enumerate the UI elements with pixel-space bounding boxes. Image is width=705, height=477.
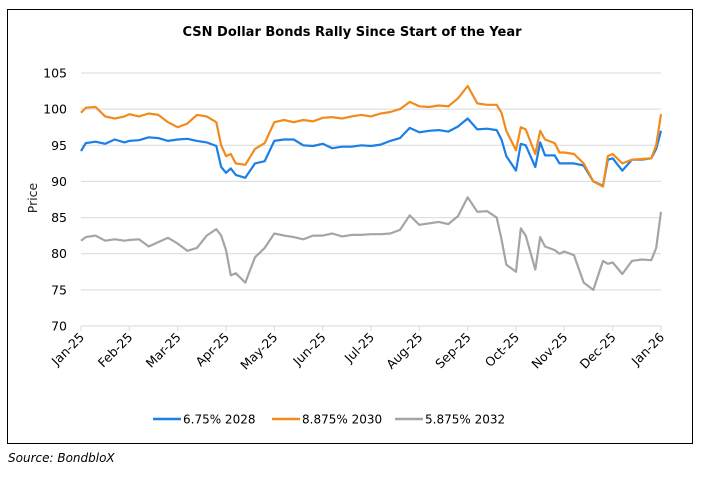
series-line-1 [80,117,663,187]
source-note: Source: BondbloX [8,451,115,465]
legend-item: 8.875% 2030 [272,413,382,427]
legend-label: 8.875% 2030 [302,413,382,427]
legend-item: 5.875% 2032 [395,413,505,427]
y-tick-label: 75 [51,282,67,297]
series-line-3 [80,196,663,291]
x-tick-label: May-25 [237,330,280,373]
x-tick-label: Apr-25 [192,330,232,370]
x-tick-label: Feb-25 [95,330,136,371]
series-lines [80,84,663,291]
x-tick-label: Mar-25 [143,330,184,371]
y-tick-label: 80 [51,246,67,261]
gridlines [81,72,661,327]
x-tick-label: Oct-25 [482,330,522,370]
x-tick-label: Aug-25 [383,330,425,372]
legend: 6.75% 2028 8.875% 2030 5.875% 2032 [153,413,505,427]
y-tick-label: 70 [51,319,67,334]
series-line-2 [80,84,663,188]
x-tick-label: Jun-25 [289,330,329,370]
y-axis-label: Price [25,182,40,213]
y-tick-label: 95 [51,138,67,153]
y-tick-label: 90 [51,174,67,189]
y-tick-label: 85 [51,210,67,225]
x-tick-label: Dec-25 [577,330,619,372]
chart-frame [7,9,693,444]
y-axis-ticks: 70 75 80 85 90 95 100 105 [43,66,67,334]
x-axis: Jan-25 Feb-25 Mar-25 Apr-25 May-25 Jun-25 Jul-… [48,325,667,373]
legend-item: 6.75% 2028 [153,413,255,427]
legend-label: 5.875% 2032 [425,413,505,427]
x-tick-label: Nov-25 [528,330,570,372]
chart-title: CSN Dollar Bonds Rally Since Start of th… [182,25,522,40]
legend-label: 6.75% 2028 [183,413,255,427]
x-tick-label: Jan-25 [48,330,87,369]
y-tick-label: 105 [43,66,67,81]
x-tick-label: Jan-26 [628,329,667,368]
x-tick-label: Jul-25 [341,330,377,366]
y-tick-label: 100 [43,102,67,117]
x-tick-label: Sep-25 [432,330,474,372]
